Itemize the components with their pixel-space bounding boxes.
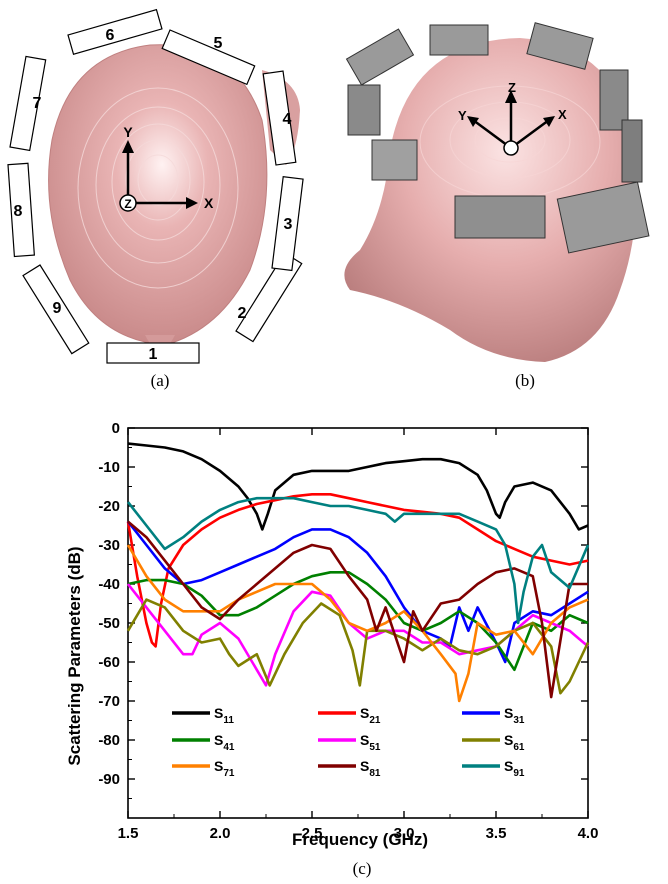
- legend-label-s11: S11: [214, 705, 234, 726]
- coordinate-axes-a: Y X Z: [119, 124, 214, 212]
- antenna-block: [371, 139, 418, 181]
- y-tick-label: -30: [98, 537, 120, 554]
- antenna-label-8: 8: [14, 203, 23, 220]
- legend-label-s51: S51: [360, 732, 381, 753]
- legend-label-s21: S21: [360, 705, 381, 726]
- antenna-label-9: 9: [53, 300, 62, 317]
- axis-x-label-a: X: [204, 195, 214, 211]
- antenna-label-4: 4: [283, 111, 292, 128]
- antenna-block: [556, 181, 650, 254]
- legend-label-s81: S81: [360, 758, 381, 779]
- series-line-s21: [126, 493, 589, 648]
- legend-label-s71: S71: [214, 758, 235, 779]
- antenna-block: [621, 119, 643, 183]
- legend-label-s91: S91: [504, 758, 525, 779]
- axis-z-label-b: Z: [508, 80, 516, 95]
- x-tick-label: 3.0: [394, 825, 415, 842]
- antenna-element: [271, 176, 304, 272]
- antenna-block: [454, 195, 546, 239]
- antenna-element: [262, 70, 297, 166]
- antenna-label-5: 5: [214, 35, 223, 52]
- axis-y-label-a: Y: [123, 124, 133, 140]
- caption-b: (b): [515, 371, 535, 390]
- antenna-array: [7, 8, 304, 364]
- series-line-s31: [126, 520, 589, 664]
- contour-rings: [77, 87, 239, 289]
- antenna-element: [7, 162, 35, 258]
- axis-x-label-b: X: [558, 107, 567, 122]
- s-parameter-chart: 0 -10 -20 -30 -40 -50 -60 -70 -80 -90 1.5 2.0 2.5 3.0…: [65, 420, 599, 849]
- antenna-label-1: 1: [149, 346, 158, 363]
- antenna-block: [429, 24, 489, 56]
- antenna-block: [345, 28, 415, 86]
- caption-c: (c): [352, 859, 372, 878]
- y-tick-label: -80: [98, 732, 120, 749]
- x-tick-label: 2.5: [302, 825, 323, 842]
- antenna-element: [161, 29, 256, 86]
- antenna-ring-3d: [345, 22, 650, 254]
- y-tick-label: -50: [98, 615, 120, 632]
- series-line-s91: [126, 496, 590, 625]
- antenna-label-6: 6: [106, 27, 115, 44]
- series-line-s41: [127, 571, 589, 672]
- axis-z-label-a: Z: [124, 197, 131, 211]
- antenna-label-3: 3: [284, 216, 293, 233]
- antenna-label-2: 2: [238, 305, 247, 322]
- head-outline: [48, 44, 268, 346]
- antenna-element: [22, 264, 90, 355]
- series-line-s61: [126, 598, 590, 695]
- x-axis-title: Frequency (GHz): [292, 830, 428, 849]
- axis-y-label-b: Y: [458, 108, 467, 123]
- antenna-element: [106, 342, 200, 364]
- panel-b: Z Y X (b): [330, 0, 668, 395]
- antenna-element: [67, 8, 163, 55]
- y-tick-label: -40: [98, 576, 120, 593]
- legend-label-s31: S31: [504, 705, 525, 726]
- legend-label-s41: S41: [214, 732, 235, 753]
- legend-label-s61: S61: [504, 732, 525, 753]
- head-top-view-illustration: 1 2 3 4 5 6 7 8 9 Y X Z: [7, 8, 304, 364]
- panel-c: 0 -10 -20 -30 -40 -50 -60 -70 -80 -90 1.5 2.0 2.5 3.0…: [0, 400, 668, 884]
- y-axis-title: Scattering Parameters (dB): [65, 546, 84, 765]
- panel-a: 1 2 3 4 5 6 7 8 9 Y X Z (a): [0, 0, 320, 395]
- antenna-element: [9, 55, 47, 152]
- y-tick-label: -90: [98, 771, 120, 788]
- series-line-s11: [127, 442, 589, 531]
- head-3d-view-illustration: Z Y X: [344, 22, 650, 362]
- antenna-block: [347, 84, 381, 136]
- y-tick-label: -70: [98, 693, 120, 710]
- series-line-s81: [127, 520, 588, 699]
- caption-a: (a): [150, 371, 170, 390]
- x-tick-label: 2.0: [210, 825, 231, 842]
- antenna-block: [526, 22, 594, 70]
- y-tick-label: -20: [98, 498, 120, 515]
- y-tick-label: 0: [112, 420, 120, 437]
- x-tick-label: 1.5: [118, 825, 139, 842]
- y-tick-label: -60: [98, 654, 120, 671]
- y-tick-label: -10: [98, 459, 120, 476]
- x-tick-label: 4.0: [578, 825, 599, 842]
- coordinate-axes-b: Z Y X: [458, 80, 567, 156]
- antenna-label-7: 7: [33, 95, 42, 112]
- x-tick-label: 3.5: [486, 825, 507, 842]
